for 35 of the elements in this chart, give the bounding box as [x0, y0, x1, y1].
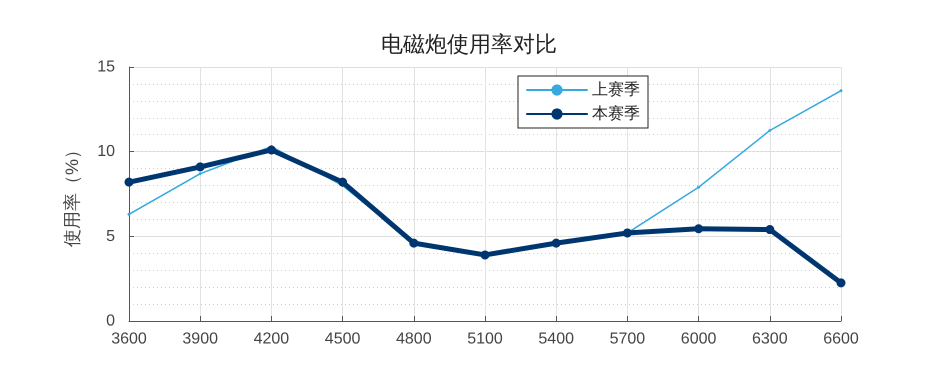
y-tick-label: 10: [97, 143, 116, 160]
point: [266, 145, 276, 154]
x-tick-label: 5700: [610, 330, 646, 348]
point: [836, 278, 846, 288]
x-tick-label: 6600: [823, 330, 859, 348]
x-tick-label: 4500: [324, 330, 360, 348]
legend-label: 本赛季: [592, 104, 640, 122]
point: [622, 228, 632, 238]
y-tick-label: 15: [97, 58, 116, 76]
point: [196, 162, 205, 172]
point: [198, 172, 202, 176]
point: [694, 224, 704, 234]
y-tick-label: 0: [106, 312, 116, 330]
point: [128, 212, 130, 216]
point: [552, 238, 561, 248]
x-tick-label: 3600: [111, 330, 147, 348]
x-tick-label: 3900: [182, 330, 218, 348]
x-tick-label: 5400: [538, 330, 574, 348]
point: [409, 238, 418, 248]
x-tick-label: 6300: [752, 330, 788, 348]
x-tick-label: 4800: [396, 330, 432, 348]
point: [840, 89, 842, 92]
point: [768, 129, 772, 132]
chart-title: 电磁炮使用率对比: [381, 32, 557, 56]
point: [338, 178, 348, 187]
point: [765, 225, 774, 234]
point: [480, 250, 490, 260]
legend-label: 上赛季: [592, 80, 640, 98]
x-tick-label: 4200: [254, 330, 290, 348]
point: [124, 178, 134, 187]
y-tick-label: 5: [106, 228, 116, 245]
x-tick-label: 6000: [680, 330, 716, 348]
y-axis-title: 使用率（%）: [62, 140, 82, 248]
x-tick-label: 5100: [467, 330, 503, 348]
point: [697, 186, 700, 189]
